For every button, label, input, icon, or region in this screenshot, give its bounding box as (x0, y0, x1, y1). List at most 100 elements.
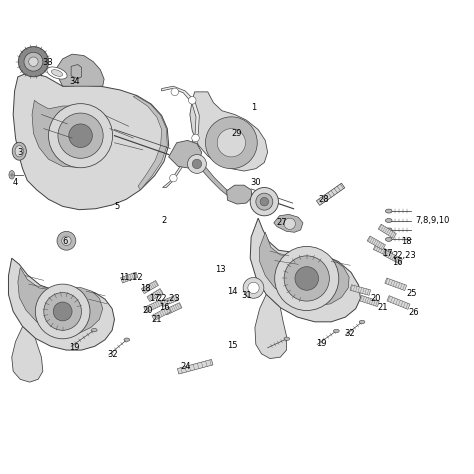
Ellipse shape (15, 146, 24, 157)
Circle shape (295, 267, 319, 290)
Polygon shape (57, 54, 104, 86)
Text: 29: 29 (232, 129, 242, 138)
Text: 1: 1 (251, 103, 256, 112)
Text: 16: 16 (159, 303, 169, 312)
Polygon shape (141, 281, 158, 293)
Polygon shape (133, 96, 167, 190)
Text: 4: 4 (13, 178, 18, 187)
Ellipse shape (385, 209, 392, 213)
Circle shape (57, 231, 76, 250)
Circle shape (18, 46, 48, 77)
Ellipse shape (385, 237, 392, 241)
Text: 16: 16 (392, 258, 402, 267)
Text: 14: 14 (227, 287, 237, 296)
Text: 18: 18 (401, 237, 412, 246)
Text: 22,23: 22,23 (157, 294, 181, 303)
Circle shape (44, 292, 82, 330)
Text: 27: 27 (276, 219, 287, 228)
Text: 18: 18 (140, 284, 150, 293)
Polygon shape (250, 218, 360, 322)
Circle shape (284, 218, 295, 229)
Text: 32: 32 (107, 350, 118, 359)
Text: 22,23: 22,23 (392, 251, 416, 260)
Text: 33: 33 (42, 58, 53, 67)
Ellipse shape (51, 70, 63, 76)
Circle shape (29, 57, 38, 66)
Polygon shape (32, 100, 112, 167)
Circle shape (275, 246, 339, 310)
Ellipse shape (12, 142, 27, 160)
Polygon shape (260, 232, 349, 305)
Polygon shape (195, 158, 235, 199)
Ellipse shape (334, 329, 339, 333)
Circle shape (243, 277, 264, 298)
Text: 5: 5 (114, 202, 119, 211)
Text: 13: 13 (215, 265, 226, 274)
Circle shape (284, 256, 329, 301)
Ellipse shape (47, 67, 67, 79)
Text: 11,12: 11,12 (119, 273, 143, 282)
Polygon shape (13, 72, 169, 210)
Text: 2: 2 (161, 216, 166, 225)
Ellipse shape (284, 337, 290, 340)
Circle shape (53, 302, 72, 321)
Circle shape (192, 159, 201, 169)
Circle shape (24, 52, 43, 71)
Ellipse shape (9, 171, 15, 179)
Circle shape (36, 284, 90, 339)
Text: 34: 34 (69, 77, 80, 86)
Polygon shape (161, 295, 178, 307)
Polygon shape (367, 236, 385, 250)
Text: 21: 21 (378, 303, 388, 312)
Polygon shape (147, 289, 163, 301)
Text: 6: 6 (62, 237, 68, 246)
Ellipse shape (385, 228, 392, 232)
Polygon shape (274, 214, 303, 232)
Polygon shape (152, 307, 171, 320)
Text: 28: 28 (319, 195, 329, 204)
Polygon shape (144, 300, 163, 312)
Circle shape (189, 97, 196, 104)
Ellipse shape (385, 219, 392, 222)
Polygon shape (383, 250, 402, 264)
Circle shape (192, 134, 199, 142)
Circle shape (260, 197, 269, 206)
Polygon shape (12, 327, 43, 382)
Ellipse shape (124, 338, 130, 341)
Polygon shape (317, 183, 345, 205)
Polygon shape (255, 294, 286, 358)
Text: 30: 30 (251, 178, 261, 187)
Polygon shape (71, 64, 82, 79)
Text: 3: 3 (18, 148, 23, 157)
Polygon shape (169, 140, 201, 169)
Circle shape (171, 88, 179, 96)
Circle shape (205, 117, 257, 169)
Polygon shape (360, 295, 379, 307)
Polygon shape (190, 92, 268, 171)
Polygon shape (374, 245, 393, 257)
Circle shape (188, 155, 206, 173)
Polygon shape (120, 272, 138, 283)
Polygon shape (18, 268, 103, 334)
Polygon shape (350, 285, 371, 295)
Text: 17: 17 (149, 294, 160, 303)
Circle shape (170, 174, 177, 182)
Polygon shape (9, 258, 115, 350)
Circle shape (58, 113, 103, 158)
Polygon shape (177, 359, 213, 374)
Circle shape (62, 236, 71, 246)
Text: 20: 20 (142, 306, 153, 315)
Polygon shape (164, 303, 182, 315)
Circle shape (250, 188, 278, 216)
Polygon shape (387, 296, 410, 310)
Text: 15: 15 (227, 341, 237, 350)
Circle shape (217, 128, 246, 157)
Text: 24: 24 (180, 362, 191, 371)
Polygon shape (162, 86, 199, 188)
Circle shape (48, 104, 113, 168)
Polygon shape (378, 224, 396, 238)
Circle shape (256, 193, 273, 210)
Text: 21: 21 (152, 315, 162, 324)
Text: 19: 19 (317, 338, 327, 347)
Text: 17: 17 (383, 249, 393, 258)
